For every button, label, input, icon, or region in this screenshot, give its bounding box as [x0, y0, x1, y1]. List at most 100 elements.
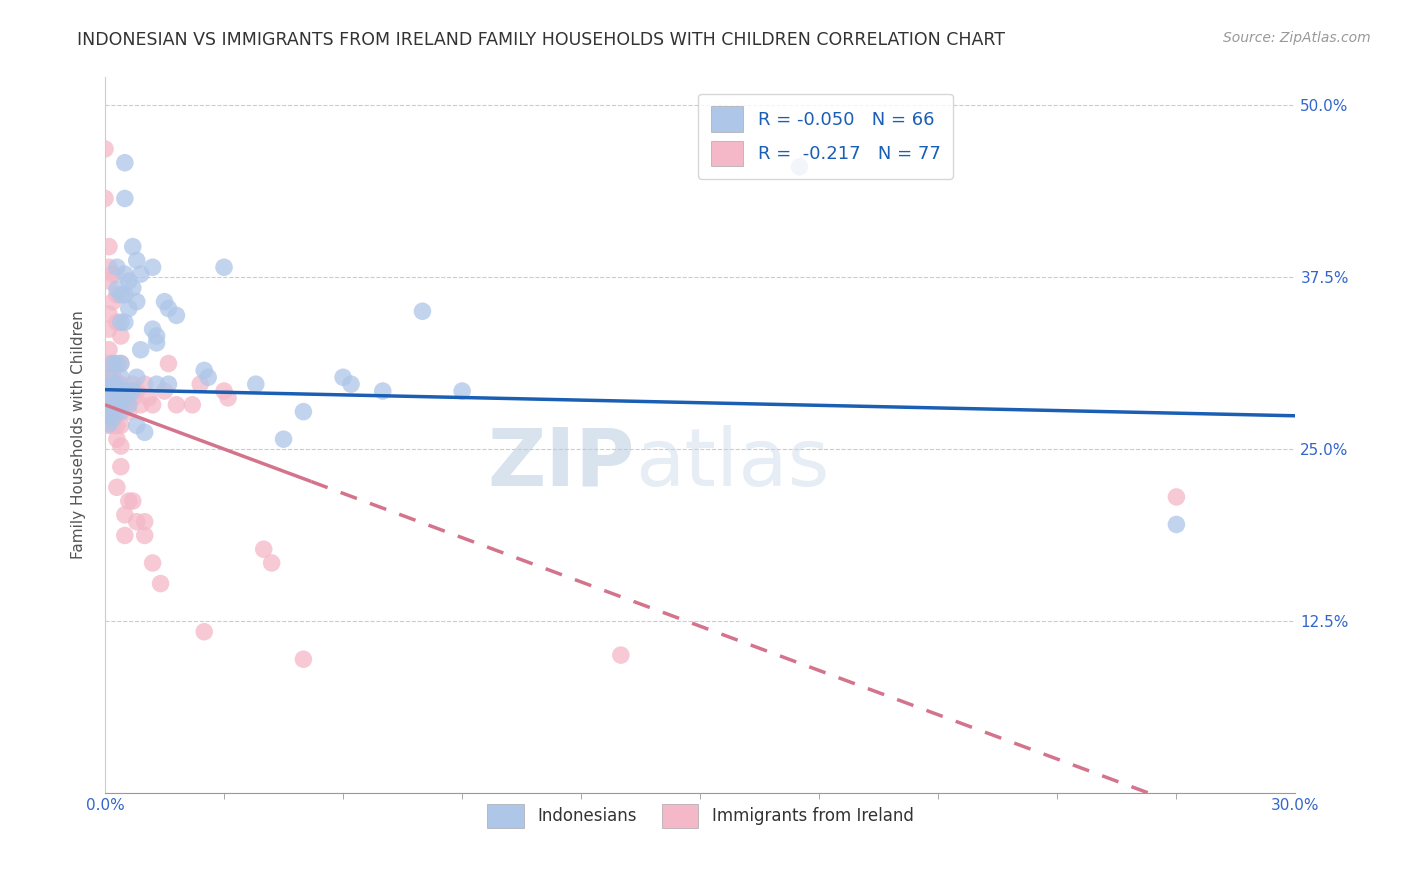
Point: [142, 556, 165, 570]
Point: [105, 377, 128, 392]
Point: [165, 309, 187, 323]
Point: [101, 391, 124, 405]
Point: [129, 267, 152, 281]
Point: [332, 370, 354, 384]
Point: [101, 405, 124, 419]
Point: [101, 411, 124, 425]
Point: [105, 315, 128, 329]
Point: [149, 576, 172, 591]
Point: [94, 380, 117, 394]
Point: [97, 418, 120, 433]
Point: [253, 542, 276, 557]
Point: [273, 432, 295, 446]
Point: [118, 391, 141, 405]
Point: [105, 357, 128, 371]
Point: [101, 294, 124, 309]
Point: [153, 384, 176, 398]
Point: [142, 260, 165, 275]
Point: [101, 384, 124, 398]
Point: [97, 357, 120, 371]
Point: [212, 384, 235, 398]
Point: [138, 391, 160, 405]
Point: [110, 315, 132, 329]
Point: [97, 274, 120, 288]
Point: [451, 384, 474, 398]
Point: [101, 418, 124, 433]
Point: [411, 304, 433, 318]
Point: [118, 384, 141, 398]
Point: [101, 357, 124, 371]
Point: [371, 384, 394, 398]
Point: [101, 377, 124, 392]
Point: [114, 384, 136, 398]
Point: [114, 528, 136, 542]
Point: [94, 142, 117, 156]
Point: [110, 418, 132, 433]
Point: [157, 377, 180, 392]
Point: [118, 301, 141, 316]
Point: [121, 239, 143, 253]
Text: ZIP: ZIP: [488, 425, 634, 503]
Point: [105, 378, 128, 392]
Point: [193, 624, 215, 639]
Point: [121, 384, 143, 398]
Point: [118, 398, 141, 412]
Point: [292, 652, 315, 666]
Point: [125, 418, 148, 433]
Point: [110, 357, 132, 371]
Point: [101, 363, 124, 377]
Point: [97, 239, 120, 253]
Point: [97, 391, 120, 405]
Point: [142, 322, 165, 336]
Point: [153, 294, 176, 309]
Point: [110, 439, 132, 453]
Point: [260, 556, 283, 570]
Point: [157, 301, 180, 316]
Point: [101, 370, 124, 384]
Point: [125, 253, 148, 268]
Point: [105, 390, 128, 404]
Point: [145, 335, 167, 350]
Point: [110, 391, 132, 405]
Point: [165, 398, 187, 412]
Point: [97, 408, 120, 422]
Point: [110, 370, 132, 384]
Point: [121, 391, 143, 405]
Point: [105, 405, 128, 419]
Point: [105, 401, 128, 415]
Point: [114, 315, 136, 329]
Point: [110, 384, 132, 398]
Point: [97, 260, 120, 275]
Point: [110, 405, 132, 419]
Point: [110, 391, 132, 405]
Point: [97, 384, 120, 398]
Point: [197, 370, 219, 384]
Point: [114, 287, 136, 301]
Point: [97, 417, 120, 431]
Point: [125, 370, 148, 384]
Point: [292, 405, 315, 419]
Point: [97, 411, 120, 425]
Point: [114, 267, 136, 281]
Point: [110, 357, 132, 371]
Point: [193, 363, 215, 377]
Point: [157, 357, 180, 371]
Point: [110, 377, 132, 392]
Point: [134, 377, 156, 392]
Point: [114, 398, 136, 412]
Point: [1166, 517, 1188, 532]
Point: [181, 398, 204, 412]
Point: [245, 377, 267, 392]
Point: [101, 411, 124, 425]
Point: [105, 282, 128, 296]
Point: [142, 398, 165, 412]
Point: [134, 515, 156, 529]
Point: [212, 260, 235, 275]
Point: [97, 370, 120, 384]
Point: [145, 377, 167, 392]
Point: [114, 391, 136, 405]
Point: [129, 343, 152, 357]
Point: [97, 405, 120, 419]
Text: atlas: atlas: [634, 425, 830, 503]
Point: [121, 494, 143, 508]
